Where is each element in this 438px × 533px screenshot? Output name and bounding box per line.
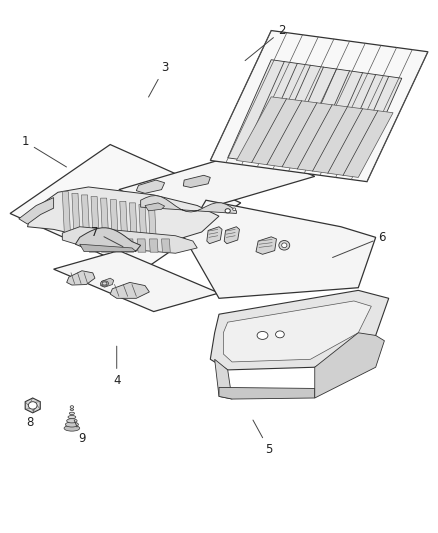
Polygon shape xyxy=(101,239,110,252)
Polygon shape xyxy=(139,205,147,249)
Polygon shape xyxy=(210,290,389,370)
Text: 8: 8 xyxy=(26,410,33,430)
Text: 4: 4 xyxy=(113,346,120,387)
Text: 9: 9 xyxy=(74,420,86,446)
Polygon shape xyxy=(145,203,165,211)
Polygon shape xyxy=(62,192,71,237)
Ellipse shape xyxy=(65,422,78,427)
Polygon shape xyxy=(228,60,402,176)
Polygon shape xyxy=(19,198,53,224)
Polygon shape xyxy=(67,271,95,285)
Text: 2: 2 xyxy=(245,24,286,61)
Ellipse shape xyxy=(279,240,290,250)
Ellipse shape xyxy=(276,331,284,338)
Polygon shape xyxy=(223,301,371,362)
Polygon shape xyxy=(129,203,138,248)
Polygon shape xyxy=(62,227,197,253)
Polygon shape xyxy=(207,227,222,244)
Polygon shape xyxy=(219,387,315,399)
Polygon shape xyxy=(148,206,157,251)
Text: 5: 5 xyxy=(253,420,273,456)
Ellipse shape xyxy=(28,402,37,409)
Polygon shape xyxy=(101,198,109,243)
Ellipse shape xyxy=(70,409,74,410)
Ellipse shape xyxy=(257,332,268,340)
Polygon shape xyxy=(119,150,315,216)
Polygon shape xyxy=(141,196,237,214)
Polygon shape xyxy=(72,193,80,238)
Polygon shape xyxy=(28,187,219,243)
Polygon shape xyxy=(237,97,393,177)
Text: 6: 6 xyxy=(332,231,386,257)
Polygon shape xyxy=(10,144,241,272)
Polygon shape xyxy=(25,398,40,413)
Ellipse shape xyxy=(64,425,80,431)
Ellipse shape xyxy=(102,282,107,285)
Polygon shape xyxy=(101,278,114,287)
Polygon shape xyxy=(75,228,141,251)
Polygon shape xyxy=(136,180,165,193)
Ellipse shape xyxy=(101,281,109,286)
Polygon shape xyxy=(137,239,146,252)
Ellipse shape xyxy=(233,208,236,211)
Polygon shape xyxy=(88,239,97,252)
Polygon shape xyxy=(215,359,232,399)
Ellipse shape xyxy=(69,412,74,415)
Polygon shape xyxy=(210,30,428,182)
Ellipse shape xyxy=(68,416,76,419)
Polygon shape xyxy=(256,237,276,254)
Ellipse shape xyxy=(225,209,230,213)
Polygon shape xyxy=(184,175,210,188)
Text: 7: 7 xyxy=(91,225,123,247)
Polygon shape xyxy=(125,239,134,252)
Polygon shape xyxy=(80,244,136,252)
Polygon shape xyxy=(91,197,99,241)
Polygon shape xyxy=(110,200,118,245)
Polygon shape xyxy=(113,239,121,252)
Text: 3: 3 xyxy=(148,61,168,97)
Polygon shape xyxy=(162,239,170,252)
Polygon shape xyxy=(81,195,90,240)
Polygon shape xyxy=(224,227,240,244)
Ellipse shape xyxy=(70,406,74,408)
Polygon shape xyxy=(184,200,376,298)
Polygon shape xyxy=(315,333,385,398)
Polygon shape xyxy=(120,201,128,246)
Polygon shape xyxy=(149,239,158,252)
Polygon shape xyxy=(53,251,219,312)
Ellipse shape xyxy=(67,419,77,423)
Text: 1: 1 xyxy=(21,135,67,167)
Ellipse shape xyxy=(282,243,287,248)
Polygon shape xyxy=(110,282,149,298)
